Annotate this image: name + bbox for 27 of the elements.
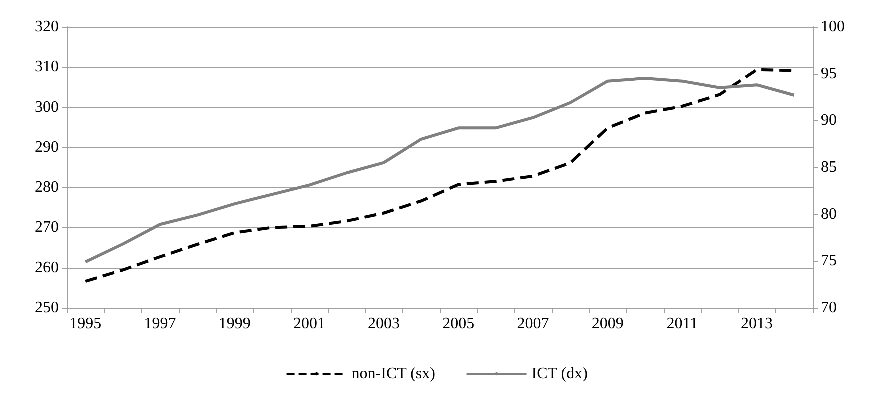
y-tick-label: 320 bbox=[35, 18, 59, 36]
y2-tick-label: 70 bbox=[821, 300, 837, 316]
y2-tick-label: 90 bbox=[821, 112, 837, 130]
y2-tick-label: 80 bbox=[821, 206, 837, 223]
x-tick-label: 2011 bbox=[666, 316, 698, 332]
x-tick-label: 1995 bbox=[70, 316, 102, 332]
x-tick-label: 2005 bbox=[442, 316, 475, 332]
legend-label: non-ICT (sx) bbox=[352, 366, 436, 382]
x-tick-label: 2013 bbox=[741, 316, 774, 332]
y2-tick-label: 75 bbox=[821, 252, 837, 270]
y2-tick-label: 95 bbox=[821, 65, 837, 82]
y-tick-label: 280 bbox=[35, 179, 59, 196]
y-tick-label: 290 bbox=[35, 138, 59, 156]
legend-label: ICT (dx) bbox=[532, 366, 588, 382]
x-tick-label: 1997 bbox=[144, 316, 176, 332]
y-tick-label: 250 bbox=[35, 300, 59, 316]
y-tick-label: 310 bbox=[35, 58, 59, 76]
x-tick-label: 2009 bbox=[592, 316, 624, 332]
x-tick-label: 2001 bbox=[293, 316, 326, 332]
x-tick-label: 2007 bbox=[517, 316, 550, 332]
x-tick-label: 2003 bbox=[368, 316, 400, 332]
y2-tick-label: 100 bbox=[821, 18, 845, 36]
y2-tick-label: 85 bbox=[821, 159, 837, 176]
y-tick-label: 260 bbox=[35, 259, 59, 276]
y-tick-label: 270 bbox=[35, 219, 59, 236]
x-tick-label: 1999 bbox=[218, 316, 251, 332]
y-tick-label: 300 bbox=[35, 98, 59, 116]
